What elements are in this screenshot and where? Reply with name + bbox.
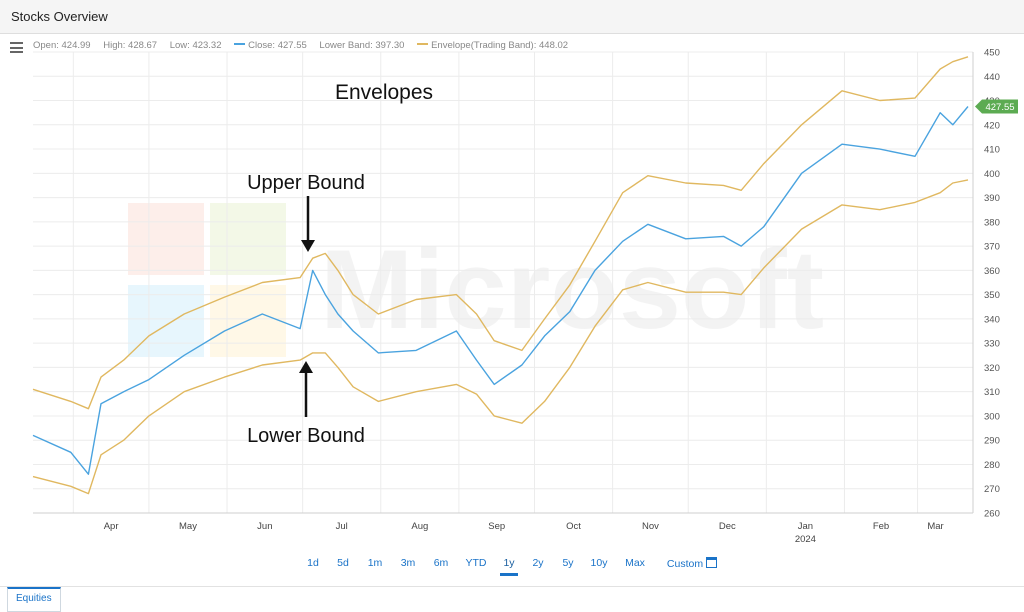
x-tick-label: Jul (336, 521, 348, 532)
upper-arrow-head (301, 240, 315, 252)
x-tick-label: Feb (873, 521, 889, 532)
info-open: Open: 424.99 (33, 40, 91, 51)
range-button-1y[interactable]: 1y (497, 557, 521, 569)
y-tick-label: 320 (984, 363, 1000, 374)
upper-envelope-line (32, 56, 969, 410)
range-button-max[interactable]: Max (623, 557, 647, 569)
y-tick-label: 400 (984, 169, 1000, 180)
range-button-6m[interactable]: 6m (429, 557, 453, 569)
range-button-ytd[interactable]: YTD (464, 557, 488, 569)
logo-tile-green (210, 203, 286, 275)
info-close: Close: 427.55 (248, 40, 307, 51)
tab-bar: Equities (0, 586, 1024, 612)
watermark-text: Microsoft (320, 227, 824, 352)
lower-band-line (32, 179, 969, 495)
x-tick-label: Jun (257, 521, 272, 532)
last-price-tag-shape (975, 99, 1018, 114)
info-high: High: 428.67 (103, 40, 158, 51)
x-tick-label: Mar (927, 521, 943, 532)
y-tick-label: 450 (984, 48, 1000, 59)
range-selector: 1d 5d 1m 3m 6m YTD 1y 2y 5y 10y Max Custom (0, 557, 1024, 576)
range-button-label: 5d (337, 557, 349, 569)
x-tick-label: Nov (642, 521, 659, 532)
envelope-swatch (417, 43, 429, 46)
y-tick-label: 310 (984, 387, 1000, 398)
close-series-line (32, 106, 969, 475)
calendar-icon (706, 557, 718, 568)
x-tick-label: Jan (798, 521, 813, 532)
range-button-label: 1y (503, 557, 515, 569)
range-button-label: 6m (433, 557, 449, 569)
watermark-logo: Microsoft (128, 203, 824, 357)
y-tick-label: 300 (984, 411, 1000, 422)
x-tick-label: Aug (411, 521, 428, 532)
tab-equities[interactable]: Equities (7, 587, 61, 612)
x-year-label: 2024 (795, 534, 816, 545)
y-tick-label: 410 (984, 145, 1000, 156)
y-tick-label: 330 (984, 339, 1000, 350)
range-button-label: 3m (400, 557, 416, 569)
y-tick-label: 340 (984, 314, 1000, 325)
range-button-5d[interactable]: 5d (331, 557, 355, 569)
lower-arrow-head (299, 361, 313, 373)
range-button-1m[interactable]: 1m (363, 557, 387, 569)
range-button-label: YTD (465, 557, 487, 569)
logo-tile-red (128, 203, 204, 275)
x-tick-label: Oct (566, 521, 581, 532)
range-button-10y[interactable]: 10y (587, 557, 611, 569)
y-tick-label: 390 (984, 193, 1000, 204)
y-tick-label: 370 (984, 242, 1000, 253)
x-tick-label: Apr (104, 521, 119, 532)
y-tick-label: 280 (984, 460, 1000, 471)
info-low: Low: 423.32 (169, 40, 222, 51)
annotation-envelopes: Envelopes (335, 81, 433, 104)
range-button-label: Max (625, 557, 645, 569)
y-tick-label: 260 (984, 509, 1000, 520)
hamburger-menu-icon[interactable] (10, 42, 23, 53)
last-price-tag-label: 427.55 (985, 102, 1014, 113)
x-tick-label: May (179, 521, 197, 532)
close-swatch (234, 43, 246, 46)
range-button-custom[interactable]: Custom (662, 557, 722, 570)
range-button-label: 1m (367, 557, 383, 569)
annotation-upper-bound: Upper Bound (247, 172, 365, 194)
x-tick-label: Dec (719, 521, 736, 532)
range-button-label: Custom (666, 558, 704, 570)
logo-tile-blue (128, 285, 204, 357)
x-tick-label: Sep (488, 521, 505, 532)
y-tick-label: 440 (984, 72, 1000, 83)
range-button-label: 5y (562, 557, 574, 569)
y-tick-label: 360 (984, 266, 1000, 277)
info-envelope: Envelope(Trading Band): 448.02 (431, 40, 569, 51)
selected-range-underline (500, 573, 518, 576)
range-button-5y[interactable]: 5y (556, 557, 580, 569)
range-button-1d[interactable]: 1d (301, 557, 325, 569)
range-button-label: 10y (590, 557, 608, 569)
annotation-lower-bound: Lower Bound (247, 425, 365, 447)
info-lower-band: Lower Band: 397.30 (319, 40, 405, 51)
title-bar: Stocks Overview (0, 0, 1024, 34)
range-button-label: 2y (532, 557, 544, 569)
y-tick-label: 350 (984, 290, 1000, 301)
app-title: Stocks Overview (11, 9, 108, 24)
info-bar: Open: 424.99 High: 428.67 Low: 423.32 Cl… (33, 40, 578, 51)
last-price-tag: 427.55 (975, 99, 1018, 114)
range-button-3m[interactable]: 3m (396, 557, 420, 569)
y-tick-label: 380 (984, 217, 1000, 228)
y-tick-label: 290 (984, 436, 1000, 447)
range-button-2y[interactable]: 2y (526, 557, 550, 569)
y-tick-label: 420 (984, 120, 1000, 131)
range-button-label: 1d (307, 557, 319, 569)
y-tick-label: 270 (984, 484, 1000, 495)
